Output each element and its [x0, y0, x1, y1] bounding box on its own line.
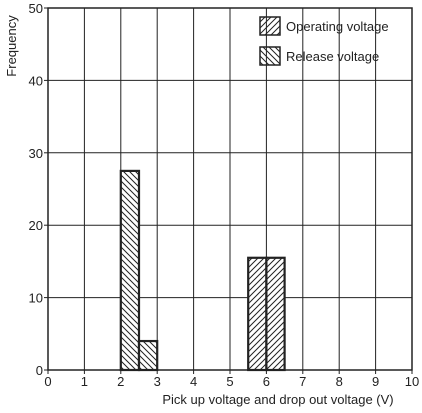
x-tick-label: 2: [117, 374, 124, 389]
x-tick-label: 5: [226, 374, 233, 389]
legend: Operating voltage Release voltage: [259, 16, 389, 66]
x-tick-labels: 0 1 2 3 4 5 6 7 8 9 10: [44, 370, 419, 389]
x-tick-label: 0: [44, 374, 51, 389]
y-tick-label: 20: [29, 218, 43, 233]
x-tick-label: 6: [263, 374, 270, 389]
x-axis-label: Pick up voltage and drop out voltage (V): [162, 392, 393, 407]
legend-label-release: Release voltage: [286, 49, 379, 64]
y-tick-label: 10: [29, 291, 43, 306]
bars-group: [119, 169, 286, 372]
x-tick-label: 10: [405, 374, 419, 389]
y-axis-label: Frequency: [4, 15, 19, 77]
grid-lines: [48, 8, 412, 370]
x-tick-label: 9: [372, 374, 379, 389]
legend-swatch-operating: [259, 16, 281, 36]
y-tick-label: 30: [29, 146, 43, 161]
y-tick-label: 0: [36, 363, 43, 378]
y-tick-labels: 0 10 20 30 40 50: [29, 1, 48, 378]
y-tick-label: 50: [29, 1, 43, 16]
bar-release-voltage: [119, 169, 141, 372]
bar-operating-voltage: [247, 256, 268, 372]
x-tick-label: 8: [336, 374, 343, 389]
legend-label-operating: Operating voltage: [286, 19, 389, 34]
y-tick-label: 40: [29, 73, 43, 88]
x-tick-label: 3: [154, 374, 161, 389]
legend-swatch-release: [259, 46, 281, 66]
x-tick-label: 4: [190, 374, 197, 389]
bar-operating-voltage: [265, 256, 286, 372]
x-tick-label: 7: [299, 374, 306, 389]
x-tick-label: 1: [81, 374, 88, 389]
bar-release-voltage: [137, 339, 159, 372]
